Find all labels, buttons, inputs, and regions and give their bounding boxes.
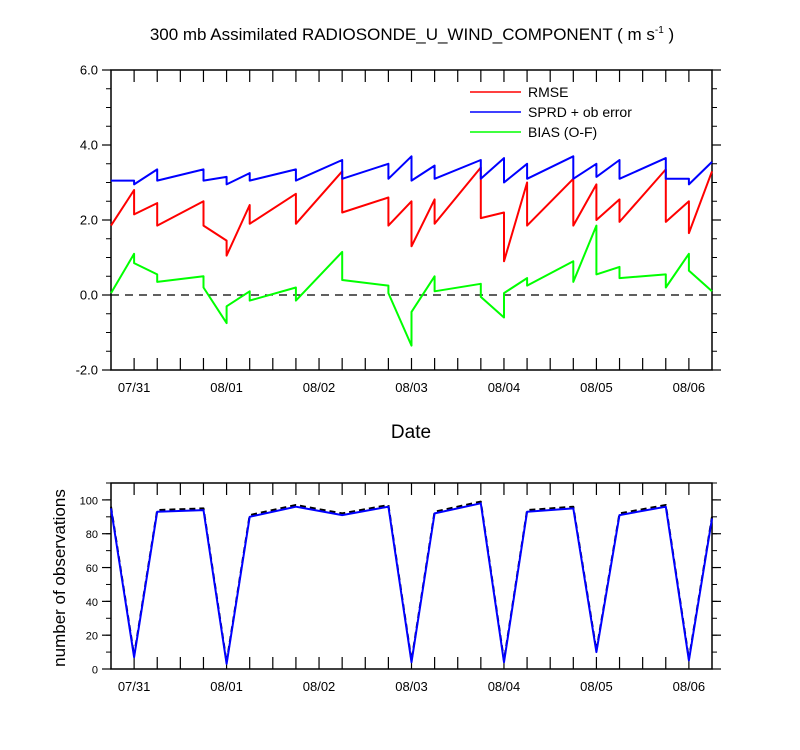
legend-label-bias: BIAS (O-F) [528,124,597,140]
y-tick-label: 60 [86,563,98,575]
x-tick-label: 08/05 [580,679,613,694]
series-line-sprd-ob-error [111,155,713,186]
y-tick-label: 80 [86,529,98,541]
x-tick-label: 08/01 [210,380,243,395]
x-tick-label: 08/01 [210,679,243,694]
y-tick-label: 2.0 [80,213,98,228]
chart-title: 300 mb Assimilated RADIOSONDE_U_WIND_COM… [150,25,674,44]
bottom-ticks [102,482,721,670]
x-tick-label: 08/04 [488,380,521,395]
y-tick-label: 20 [86,631,98,643]
y-tick-label: 4.0 [80,138,98,153]
y-tick-label: 0 [92,665,98,677]
series-line-bias-o-f [110,224,713,347]
top-series [110,155,713,347]
x-tick-label: 08/02 [303,380,336,395]
top-ticks [102,69,721,371]
x-tick-label: 07/31 [118,679,151,694]
x-tick-label: 08/06 [673,380,706,395]
x-tick-label: 08/05 [580,380,613,395]
series-line-possible [110,500,713,664]
y-tick-label: -2.0 [76,363,98,378]
top-chart: 07/31 08/01 08/02 08/03 08/04 08/05 08/06 -2.0 0… [76,63,721,443]
x-tick-label: 07/31 [118,380,151,395]
y-axis-label-observations: number of observations [50,489,69,667]
legend: RMSE SPRD + ob error BIAS (O-F) [470,84,632,140]
x-tick-label: 08/06 [673,679,706,694]
bottom-tick-labels: 07/31 08/01 08/02 08/03 08/04 08/05 08/06 0 20 40… [80,495,706,694]
x-tick-label: 08/02 [303,679,336,694]
bottom-chart: 07/31 08/01 08/02 08/03 08/04 08/05 08/06 0 20 40… [50,482,721,694]
x-tick-label: 08/04 [488,679,521,694]
legend-label-sprd: SPRD + ob error [528,104,632,120]
series-line-rmse [110,166,713,263]
x-tick-label: 08/03 [395,380,428,395]
x-axis-label: Date [391,422,431,443]
series-line-used [110,502,713,665]
y-tick-label: 40 [86,597,98,609]
y-tick-label: 6.0 [80,63,98,78]
y-tick-label: 100 [80,495,98,507]
y-tick-label: 0.0 [80,288,98,303]
bottom-series [110,500,713,665]
legend-label-rmse: RMSE [528,84,568,100]
top-tick-labels: 07/31 08/01 08/02 08/03 08/04 08/05 08/06 -2.0 0… [76,63,706,396]
x-tick-label: 08/03 [395,679,428,694]
